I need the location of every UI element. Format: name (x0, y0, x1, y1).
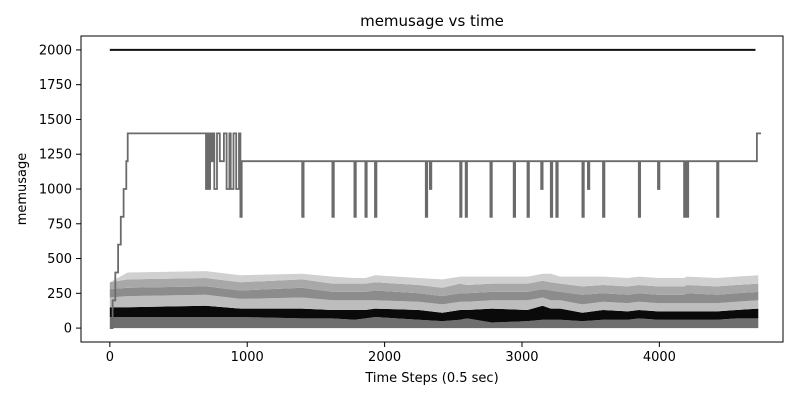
y-tick-label: 1750 (39, 78, 72, 93)
y-axis-title: memusage (15, 153, 30, 226)
y-tick-label: 750 (47, 217, 72, 232)
series-line-2 (109, 132, 761, 329)
x-axis-title: Time Steps (0.5 sec) (364, 371, 498, 386)
area-band-4 (109, 286, 759, 305)
x-tick-label: 2000 (368, 350, 401, 365)
axes-layer: 0 1000 2000 3000 4000 0 250 500 750 1000 1250 1500 1… (39, 35, 784, 365)
area-band-2 (109, 305, 759, 323)
x-tick-label: 1000 (231, 350, 264, 365)
area-band-1 (109, 317, 759, 329)
chart-title: memusage vs time (360, 12, 504, 30)
y-tick-label: 1500 (39, 113, 72, 128)
plot-layer (109, 48, 761, 329)
y-tick-label: 250 (47, 287, 72, 302)
area-band-5 (109, 278, 759, 297)
y-tick-label: 0 (64, 322, 72, 337)
y-tick-label: 2000 (39, 43, 72, 58)
area-band-3 (109, 294, 759, 313)
area-band-6 (109, 271, 759, 288)
y-tick-label: 1000 (39, 183, 72, 198)
x-tick-label: 3000 (505, 350, 538, 365)
x-tick-label: 0 (106, 350, 114, 365)
y-tick-label: 1250 (39, 148, 72, 163)
y-tick-label: 500 (47, 252, 72, 267)
x-tick-label: 4000 (643, 350, 676, 365)
